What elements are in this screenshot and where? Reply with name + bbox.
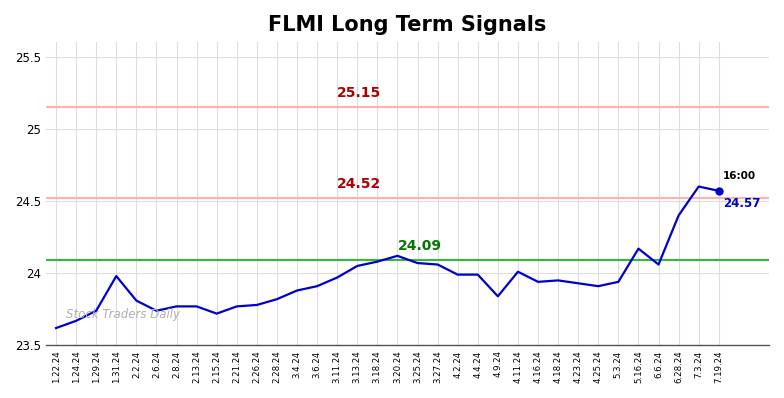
Text: Stock Traders Daily: Stock Traders Daily <box>66 308 180 321</box>
Title: FLMI Long Term Signals: FLMI Long Term Signals <box>268 15 546 35</box>
Text: 25.15: 25.15 <box>337 86 382 100</box>
Text: 24.52: 24.52 <box>337 177 382 191</box>
Text: 16:00: 16:00 <box>723 171 756 181</box>
Text: 24.09: 24.09 <box>397 239 441 253</box>
Text: 24.57: 24.57 <box>723 197 760 210</box>
